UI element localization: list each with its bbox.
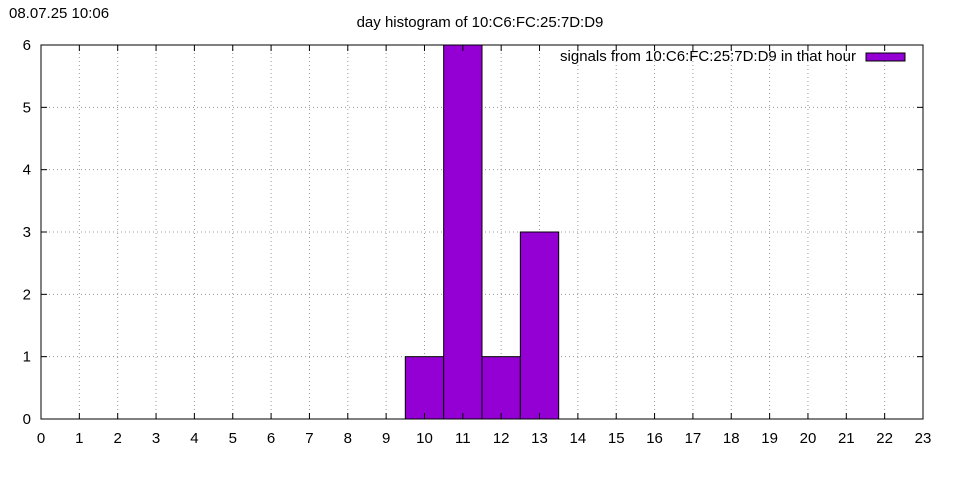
- x-tick-label: 19: [761, 430, 778, 447]
- bars: [404, 44, 560, 420]
- x-tick-label: 18: [723, 430, 740, 447]
- x-tick-label: 21: [838, 430, 855, 447]
- y-tick-label: 2: [23, 286, 31, 303]
- y-tick-label: 0: [23, 411, 31, 428]
- y-tick-label: 1: [23, 349, 31, 366]
- x-tick-label: 14: [570, 430, 587, 447]
- y-axis-tick-labels: 0 1 2 3 4 5 6: [23, 37, 31, 428]
- x-tick-label: 13: [531, 430, 548, 447]
- y-tick-label: 6: [23, 37, 31, 54]
- bar-hour-10: [404, 356, 445, 420]
- timestamp: 08.07.25 10:06: [9, 5, 109, 22]
- x-tick-label: 15: [608, 430, 625, 447]
- y-tick-label: 5: [23, 99, 31, 116]
- legend: signals from 10:C6:FC:25:7D:D9 in that h…: [560, 48, 906, 65]
- x-tick-label: 23: [915, 430, 932, 447]
- x-tick-label: 22: [876, 430, 893, 447]
- x-tick-label: 10: [416, 430, 433, 447]
- x-tick-label: 12: [493, 430, 510, 447]
- x-tick-label: 7: [305, 430, 313, 447]
- x-tick-label: 11: [455, 430, 471, 447]
- x-tick-label: 1: [75, 430, 83, 447]
- x-tick-label: 8: [344, 430, 352, 447]
- x-axis-tick-labels: 0 1 2 3 4 5 6 7 8 9 10 11 12 13 14 15 16 17 18 19 20 21 22 23: [37, 430, 932, 447]
- x-tick-label: 20: [800, 430, 817, 447]
- x-tick-label: 5: [229, 430, 237, 447]
- x-tick-label: 0: [37, 430, 45, 447]
- x-tick-label: 6: [267, 430, 275, 447]
- x-tick-label: 3: [152, 430, 160, 447]
- chart-title: day histogram of 10:C6:FC:25:7D:D9: [357, 14, 604, 31]
- legend-swatch: [865, 52, 906, 62]
- bar-hour-12: [481, 356, 521, 420]
- x-tick-label: 9: [382, 430, 390, 447]
- axis-ticks: [40, 44, 924, 420]
- bar-hour-11: [443, 44, 483, 420]
- legend-label: signals from 10:C6:FC:25:7D:D9 in that h…: [560, 48, 856, 65]
- x-tick-label: 17: [685, 430, 702, 447]
- x-tick-label: 16: [646, 430, 663, 447]
- bar-hour-13: [519, 231, 560, 420]
- y-tick-label: 4: [23, 162, 31, 179]
- x-tick-label: 4: [190, 430, 198, 447]
- y-tick-label: 3: [23, 224, 31, 241]
- x-tick-label: 2: [114, 430, 122, 447]
